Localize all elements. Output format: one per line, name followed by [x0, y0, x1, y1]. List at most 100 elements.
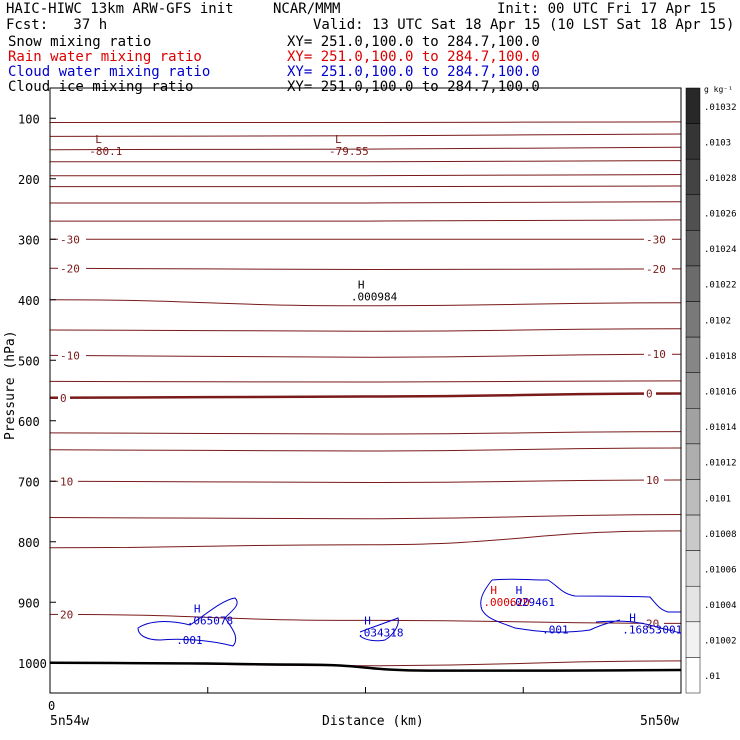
- contour-label-mask: [644, 262, 672, 275]
- contour-label-mask: [58, 262, 86, 275]
- isotherm-contour: [49, 353, 682, 358]
- cloud-water-contour: [480, 578, 682, 634]
- x-origin-label: 0: [48, 699, 55, 713]
- y-tick-label: 700: [18, 475, 40, 489]
- contour-label: 10: [60, 475, 73, 488]
- isotherm-contour: [49, 267, 682, 271]
- maximum-value: .034318: [357, 626, 403, 639]
- forecast-hour: Fcst: 37 h: [6, 17, 108, 33]
- maximum-mark: H: [516, 584, 523, 597]
- colorbar-label: .0102: [704, 316, 731, 326]
- y-tick-label: 800: [18, 536, 40, 550]
- colorbar-swatch: [685, 372, 701, 409]
- field-cloudice-name: Cloud ice mixing ratio: [8, 79, 194, 95]
- maximum-value: .000984: [351, 291, 398, 304]
- isotherm-contour: [49, 380, 682, 383]
- cloud-water-contour: [359, 617, 399, 642]
- colorbar-swatch: [685, 657, 701, 694]
- colorbar-swatch: [685, 336, 701, 373]
- contour-label-mask: [58, 233, 86, 246]
- contour-label: 10: [646, 474, 659, 487]
- isotherm-contour: [49, 447, 682, 452]
- minimum-mark: L: [95, 133, 102, 146]
- colorbar-swatch: [685, 585, 701, 623]
- colorbar-label: .01016: [704, 388, 737, 398]
- isotherm-contour: [49, 328, 682, 332]
- x-left-location: 5n54w: [50, 714, 89, 729]
- colorbar-label: .01: [704, 672, 720, 682]
- isotherm-contour: [49, 133, 682, 137]
- colorbar-label: .0101: [704, 494, 731, 504]
- colorbar-swatch: [685, 514, 701, 551]
- isotherm-contour: [49, 514, 682, 520]
- colorbar-label: .01022: [704, 281, 737, 291]
- maximum-mark: H: [629, 611, 636, 624]
- init-time: Init: 00 UTC Fri 17 Apr 15: [497, 1, 717, 17]
- isotherm-contour: [49, 174, 682, 177]
- field-snow-name: Snow mixing ratio: [8, 34, 152, 50]
- colorbar-label: .01006: [704, 565, 737, 575]
- minimum-value: -79.55: [329, 145, 369, 158]
- isotherm-contour: [49, 479, 682, 483]
- colorbar-swatch: [685, 158, 701, 196]
- plot-frame: [49, 87, 682, 694]
- minimum-mark: L: [335, 133, 342, 146]
- colorbar-swatch: [685, 479, 701, 516]
- isotherm-contour: [49, 121, 682, 123]
- cloud-contour-label: .001: [176, 634, 203, 647]
- colorbar-label: .01014: [704, 423, 737, 433]
- colorbar-label: .01032: [704, 103, 737, 113]
- minimum-value: -80.1: [89, 145, 122, 158]
- field-cloudwater-name: Cloud water mixing ratio: [8, 64, 211, 80]
- colorbar-label: .0103: [704, 138, 731, 148]
- contour-label-mask: [58, 391, 70, 404]
- x-axis-label: Distance (km): [322, 714, 424, 729]
- contour-label-mask: [644, 387, 656, 400]
- contour-label: -10: [646, 348, 666, 361]
- contour-label-mask: [644, 233, 672, 246]
- field-cloudice-xy: XY= 251.0,100.0 to 284.7,100.0: [287, 79, 540, 95]
- colorbar-swatch: [685, 123, 701, 160]
- colorbar-label: .01018: [704, 352, 737, 362]
- colorbar-label: .01024: [704, 245, 737, 255]
- isotherm-contour: [50, 185, 682, 188]
- maximum-value: .065078: [187, 614, 233, 627]
- field-cloudwater-xy: XY= 251.0,100.0 to 284.7,100.0: [287, 64, 540, 80]
- colorbar-swatch: [685, 301, 701, 338]
- colorbar-label: .01026: [704, 210, 737, 220]
- isotherm-contour: [49, 530, 682, 549]
- isotherm-contour: [49, 146, 682, 151]
- y-tick-label: 300: [18, 233, 40, 247]
- cloud-contour-label: .001: [542, 623, 569, 636]
- field-snow-xy: XY= 251.0,100.0 to 284.7,100.0: [287, 34, 540, 50]
- maximum-mark: H: [364, 614, 371, 627]
- contour-label: -20: [60, 262, 80, 275]
- maximum-mark: H: [358, 279, 365, 292]
- field-rain-xy: XY= 251.0,100.0 to 284.7,100.0: [287, 49, 540, 65]
- colorbar-swatch: [685, 87, 701, 124]
- contour-label-mask: [644, 348, 672, 361]
- isotherm-contour: [49, 299, 682, 307]
- isotherm-contour: [49, 160, 682, 163]
- colorbar-swatch: [685, 550, 701, 587]
- organization-label: NCAR/MMM: [273, 1, 341, 17]
- contour-label: -10: [60, 349, 80, 362]
- contour-label: 20: [60, 608, 73, 621]
- isotherm-contour: [49, 219, 682, 222]
- colorbar-swatch: [685, 230, 701, 267]
- maximum-mark: H: [194, 602, 201, 615]
- valid-time: Valid: 13 UTC Sat 18 Apr 15 (10 LST Sat …: [313, 17, 735, 33]
- colorbar: .01032 .0103 .01028 .01026 .01024 .01022 .0102…: [685, 85, 737, 694]
- colorbar-label: .01008: [704, 530, 737, 540]
- y-tick-label: 100: [18, 112, 40, 126]
- contour-label: 0: [646, 388, 653, 401]
- contour-label: 0: [60, 392, 67, 405]
- contour-label: -20: [646, 263, 666, 276]
- terrain-line: [49, 661, 682, 672]
- contour-label: -30: [60, 233, 80, 246]
- contour-label-mask: [58, 608, 78, 621]
- y-axis-label: Pressure (hPa): [3, 330, 18, 440]
- contour-label-mask: [58, 475, 78, 488]
- contour-label-mask: [644, 474, 664, 487]
